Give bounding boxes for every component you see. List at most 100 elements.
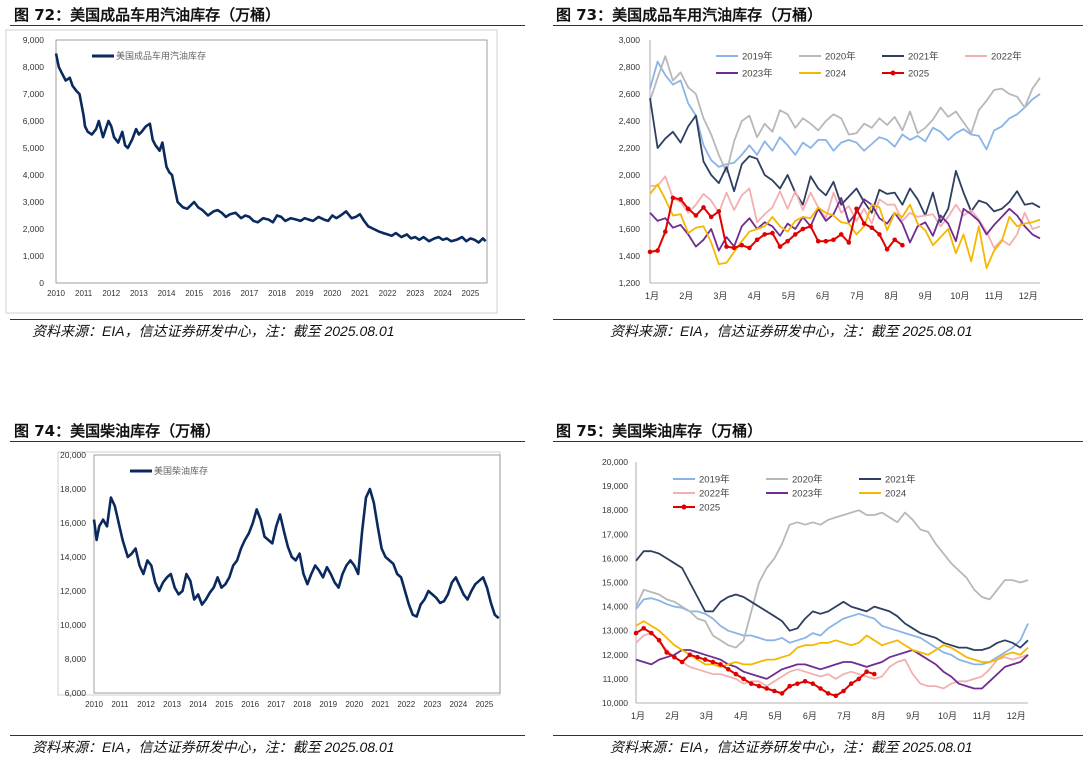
y-tick-label: 4,000 [23,170,45,180]
series-line [54,53,487,244]
series-line [649,97,1041,224]
x-tick-label: 2016 [213,289,231,298]
series-point [724,244,729,249]
y-tick-label: 20,000 [60,450,86,460]
series-point [695,654,700,660]
series-point [702,657,708,662]
x-tick-label: 2024 [449,700,467,709]
x-tick-label: 3月 [713,291,727,301]
plot-area [93,454,501,694]
x-tick-label: 1月 [645,291,659,301]
series-point [785,238,790,244]
x-tick-label: 2021 [351,289,369,298]
legend-label: 2025 [699,503,720,514]
panel-title: 图 73：美国成品车用汽油库存（万桶） [556,6,823,24]
y-tick-label: 5,000 [23,143,45,153]
y-tick-label: 17,000 [602,529,628,539]
y-tick-label: 11,000 [603,674,629,684]
y-tick-label: 14,000 [602,602,628,612]
series-point [663,229,668,234]
y-tick-label: 16,000 [60,518,86,528]
x-tick-label: 2023 [423,700,441,709]
series-point [733,671,739,677]
x-tick-label: 7月 [850,291,864,301]
x-tick-label: 4月 [748,291,762,301]
series-point [647,249,653,255]
y-tick-label: 12,000 [602,650,628,660]
series-point [756,683,762,689]
y-tick-label: 1,200 [619,278,641,288]
legend-label: 2024 [825,69,846,80]
panel-title: 图 72：美国成品车用汽油库存（万桶） [14,6,281,24]
x-tick-label: 2012 [137,700,155,709]
series-point [864,669,869,674]
series-line [635,649,1029,690]
panel-title: 图 75：美国柴油库存（万桶） [556,422,763,440]
series-point [739,242,745,248]
series-point [664,650,669,655]
x-tick-label: 2月 [665,711,679,721]
y-tick-label: 18,000 [60,484,86,494]
y-tick-label: 1,800 [619,197,641,207]
series-point [749,681,754,686]
legend-label: 美国成品车用汽油库存 [116,50,206,61]
series-point [884,247,890,252]
y-tick-label: 1,000 [23,251,45,261]
series-line [649,196,1041,252]
series-point [772,688,777,694]
header-rule [553,441,1083,442]
series-point [741,676,746,682]
x-tick-label: 2022 [397,700,415,709]
legend-label: 2021年 [908,51,939,63]
y-tick-label: 12,000 [60,586,86,596]
x-tick-label: 2019 [296,289,314,298]
series-point [856,676,862,682]
series-point [716,209,722,214]
series-point [701,205,706,210]
x-tick-label: 2022 [379,289,397,298]
series-point [846,240,852,245]
y-tick-label: 0 [39,278,44,288]
series-point [793,232,798,237]
x-tick-label: 2013 [163,700,181,709]
header-rule [553,25,1083,26]
y-tick-label: 20,000 [602,457,628,467]
legend-marker [890,70,896,76]
series-point [656,638,662,643]
legend-label: 2023年 [792,488,823,500]
y-tick-label: 2,600 [619,89,641,99]
x-tick-label: 11月 [985,291,1003,301]
series-line [635,597,1029,666]
x-tick-label: 12月 [1019,291,1038,301]
series-point [779,691,785,696]
x-tick-label: 2023 [406,289,424,298]
footer-rule [553,319,1083,320]
series-point [708,214,714,220]
x-tick-label: 9月 [906,711,920,721]
series-point [770,230,775,236]
x-tick-label: 2025 [462,289,480,298]
series-point [815,238,821,244]
x-tick-label: 2018 [293,700,311,709]
series-point [818,686,823,691]
footer-rule [553,735,1083,736]
y-tick-label: 3,000 [619,35,641,45]
series-line [649,183,1041,270]
series-point [685,206,691,212]
source-note: 资料来源：EIA，信达证券研发中心，注：截至 2025.08.01 [610,739,973,755]
series-point [825,691,831,696]
series-point [800,226,806,232]
series-point [841,688,846,694]
series-point [787,683,792,689]
y-tick-label: 7,000 [23,89,45,99]
series-point [678,197,683,202]
series-point [823,238,829,244]
series-point [687,652,693,658]
series-point [869,225,875,230]
series-point [892,237,897,243]
x-tick-label: 10月 [950,291,969,301]
x-tick-label: 7月 [837,711,851,721]
source-note: 资料来源：EIA，信达证券研发中心，注：截至 2025.08.01 [32,739,395,755]
series-point [649,630,654,636]
